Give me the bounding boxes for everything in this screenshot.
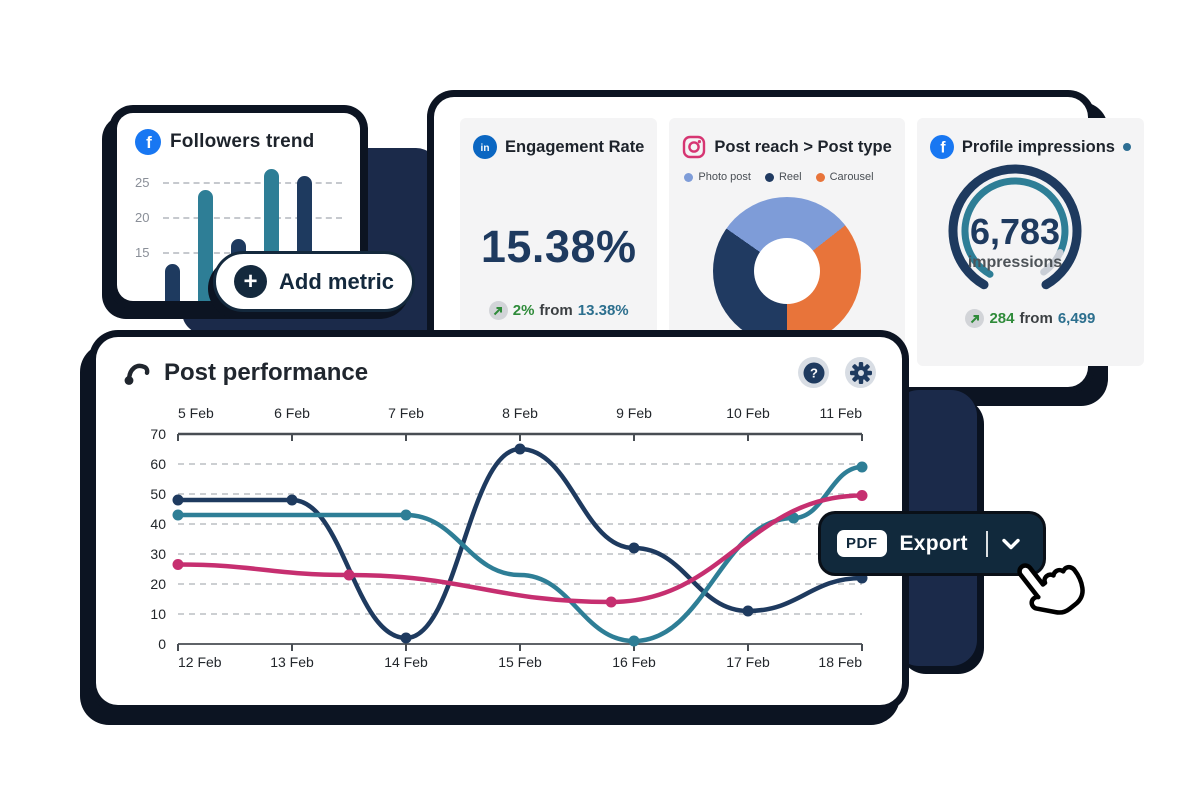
export-divider: [986, 530, 988, 557]
post-reach-donut-chart: [713, 197, 862, 345]
facebook-icon: f: [135, 129, 161, 155]
post-performance-line-chart: 0 10 20 30 40 50 60 70 5 Feb 12 Feb 6 Feb 13 Feb 7 F…: [150, 405, 868, 670]
donut-legend: Photo post Reel Carousel: [684, 171, 891, 183]
svg-text:60: 60: [150, 456, 166, 472]
pdf-badge: PDF: [837, 530, 887, 557]
followers-card-title: Followers trend: [170, 131, 315, 152]
facebook-icon: f: [929, 135, 954, 159]
gear-icon: [849, 361, 872, 384]
legend-dot: [815, 172, 825, 182]
engagement-previous: 13.38%: [577, 302, 629, 319]
legend-item: Carousel: [815, 171, 874, 183]
profile-impressions-title: Profile impressions: [961, 137, 1115, 156]
legend-item: Photo post: [684, 171, 751, 183]
bar: [198, 190, 213, 301]
svg-text:9 Feb: 9 Feb: [616, 405, 652, 421]
svg-text:f: f: [940, 140, 946, 157]
add-metric-label: Add metric: [279, 268, 394, 294]
legend-dot: [684, 172, 694, 182]
svg-text:12 Feb: 12 Feb: [178, 654, 222, 670]
svg-text:10: 10: [150, 606, 166, 622]
bar: [165, 263, 180, 301]
svg-text:f: f: [146, 133, 152, 152]
settings-button[interactable]: [845, 357, 876, 388]
svg-text:16 Feb: 16 Feb: [612, 654, 656, 670]
legend-dot: [764, 172, 774, 182]
trend-up-icon: [488, 301, 508, 320]
svg-text:20: 20: [150, 576, 166, 592]
svg-text:50: 50: [150, 486, 166, 502]
engagement-rate-title: Engagement Rate: [505, 137, 645, 156]
impressions-change: 284: [989, 310, 1015, 327]
instagram-icon: [682, 135, 706, 159]
legend-item: Reel: [764, 171, 802, 183]
svg-text:7 Feb: 7 Feb: [388, 405, 424, 421]
trend-up-icon: [965, 309, 985, 328]
impressions-unit: impressions: [968, 254, 1062, 271]
impressions-gauge-chart: 6,783 impressions: [948, 164, 1082, 290]
help-button[interactable]: ?: [798, 357, 829, 388]
impressions-value: 6,783: [970, 211, 1060, 252]
cursor-hand-icon: [1012, 547, 1098, 629]
mini-gridline: 20: [135, 210, 342, 225]
svg-text:6 Feb: 6 Feb: [274, 405, 310, 421]
post-reach-title: Post reach > Post type: [714, 137, 892, 156]
svg-text:8 Feb: 8 Feb: [502, 405, 538, 421]
post-performance-card: Post performance ? 0 10 20 30 40 50 60 70 5 Fe: [96, 337, 902, 705]
svg-text:30: 30: [150, 546, 166, 562]
export-label: Export: [899, 531, 968, 555]
svg-text:18 Feb: 18 Feb: [818, 654, 862, 670]
export-button[interactable]: PDF Export: [821, 514, 1043, 573]
chevron-down-icon[interactable]: [1001, 537, 1021, 551]
post-performance-icon: [122, 358, 152, 388]
svg-text:17 Feb: 17 Feb: [726, 654, 770, 670]
svg-text:11 Feb: 11 Feb: [819, 405, 862, 421]
plus-icon: +: [234, 265, 268, 298]
svg-text:15 Feb: 15 Feb: [498, 654, 542, 670]
help-glyph: ?: [810, 365, 818, 380]
mini-gridline: 25: [135, 175, 342, 190]
svg-text:13 Feb: 13 Feb: [270, 654, 314, 670]
post-reach-tile: Post reach > Post type Photo post Reel Car…: [669, 118, 905, 366]
engagement-rate-tile: in Engagement Rate 15.38% 2% from 13.38%: [460, 118, 658, 366]
svg-text:5 Feb: 5 Feb: [178, 405, 214, 421]
svg-text:in: in: [481, 143, 490, 154]
engagement-rate-value: 15.38%: [480, 221, 637, 272]
svg-text:40: 40: [150, 516, 166, 532]
impressions-previous: 6,499: [1057, 310, 1096, 327]
profile-impressions-tile: f Profile impressions 6,783 impressions …: [916, 118, 1144, 366]
svg-text:10 Feb: 10 Feb: [726, 405, 770, 421]
linkedin-icon: in: [473, 135, 497, 159]
svg-text:70: 70: [150, 426, 166, 442]
svg-text:0: 0: [158, 636, 166, 652]
svg-text:14 Feb: 14 Feb: [384, 654, 428, 670]
engagement-change: 2%: [512, 302, 535, 319]
add-metric-button[interactable]: + Add metric: [213, 251, 415, 312]
engagement-from-word: from: [539, 302, 573, 319]
impressions-from-word: from: [1019, 310, 1053, 327]
status-dot: [1122, 143, 1131, 151]
post-performance-title: Post performance: [164, 358, 369, 386]
